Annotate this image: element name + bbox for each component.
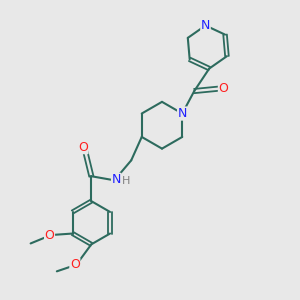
Text: N: N — [201, 19, 210, 32]
Text: O: O — [45, 229, 55, 242]
Text: N: N — [112, 173, 121, 186]
Text: N: N — [178, 107, 187, 120]
Text: O: O — [70, 258, 80, 271]
Text: O: O — [218, 82, 228, 95]
Text: H: H — [122, 176, 130, 186]
Text: O: O — [78, 141, 88, 154]
